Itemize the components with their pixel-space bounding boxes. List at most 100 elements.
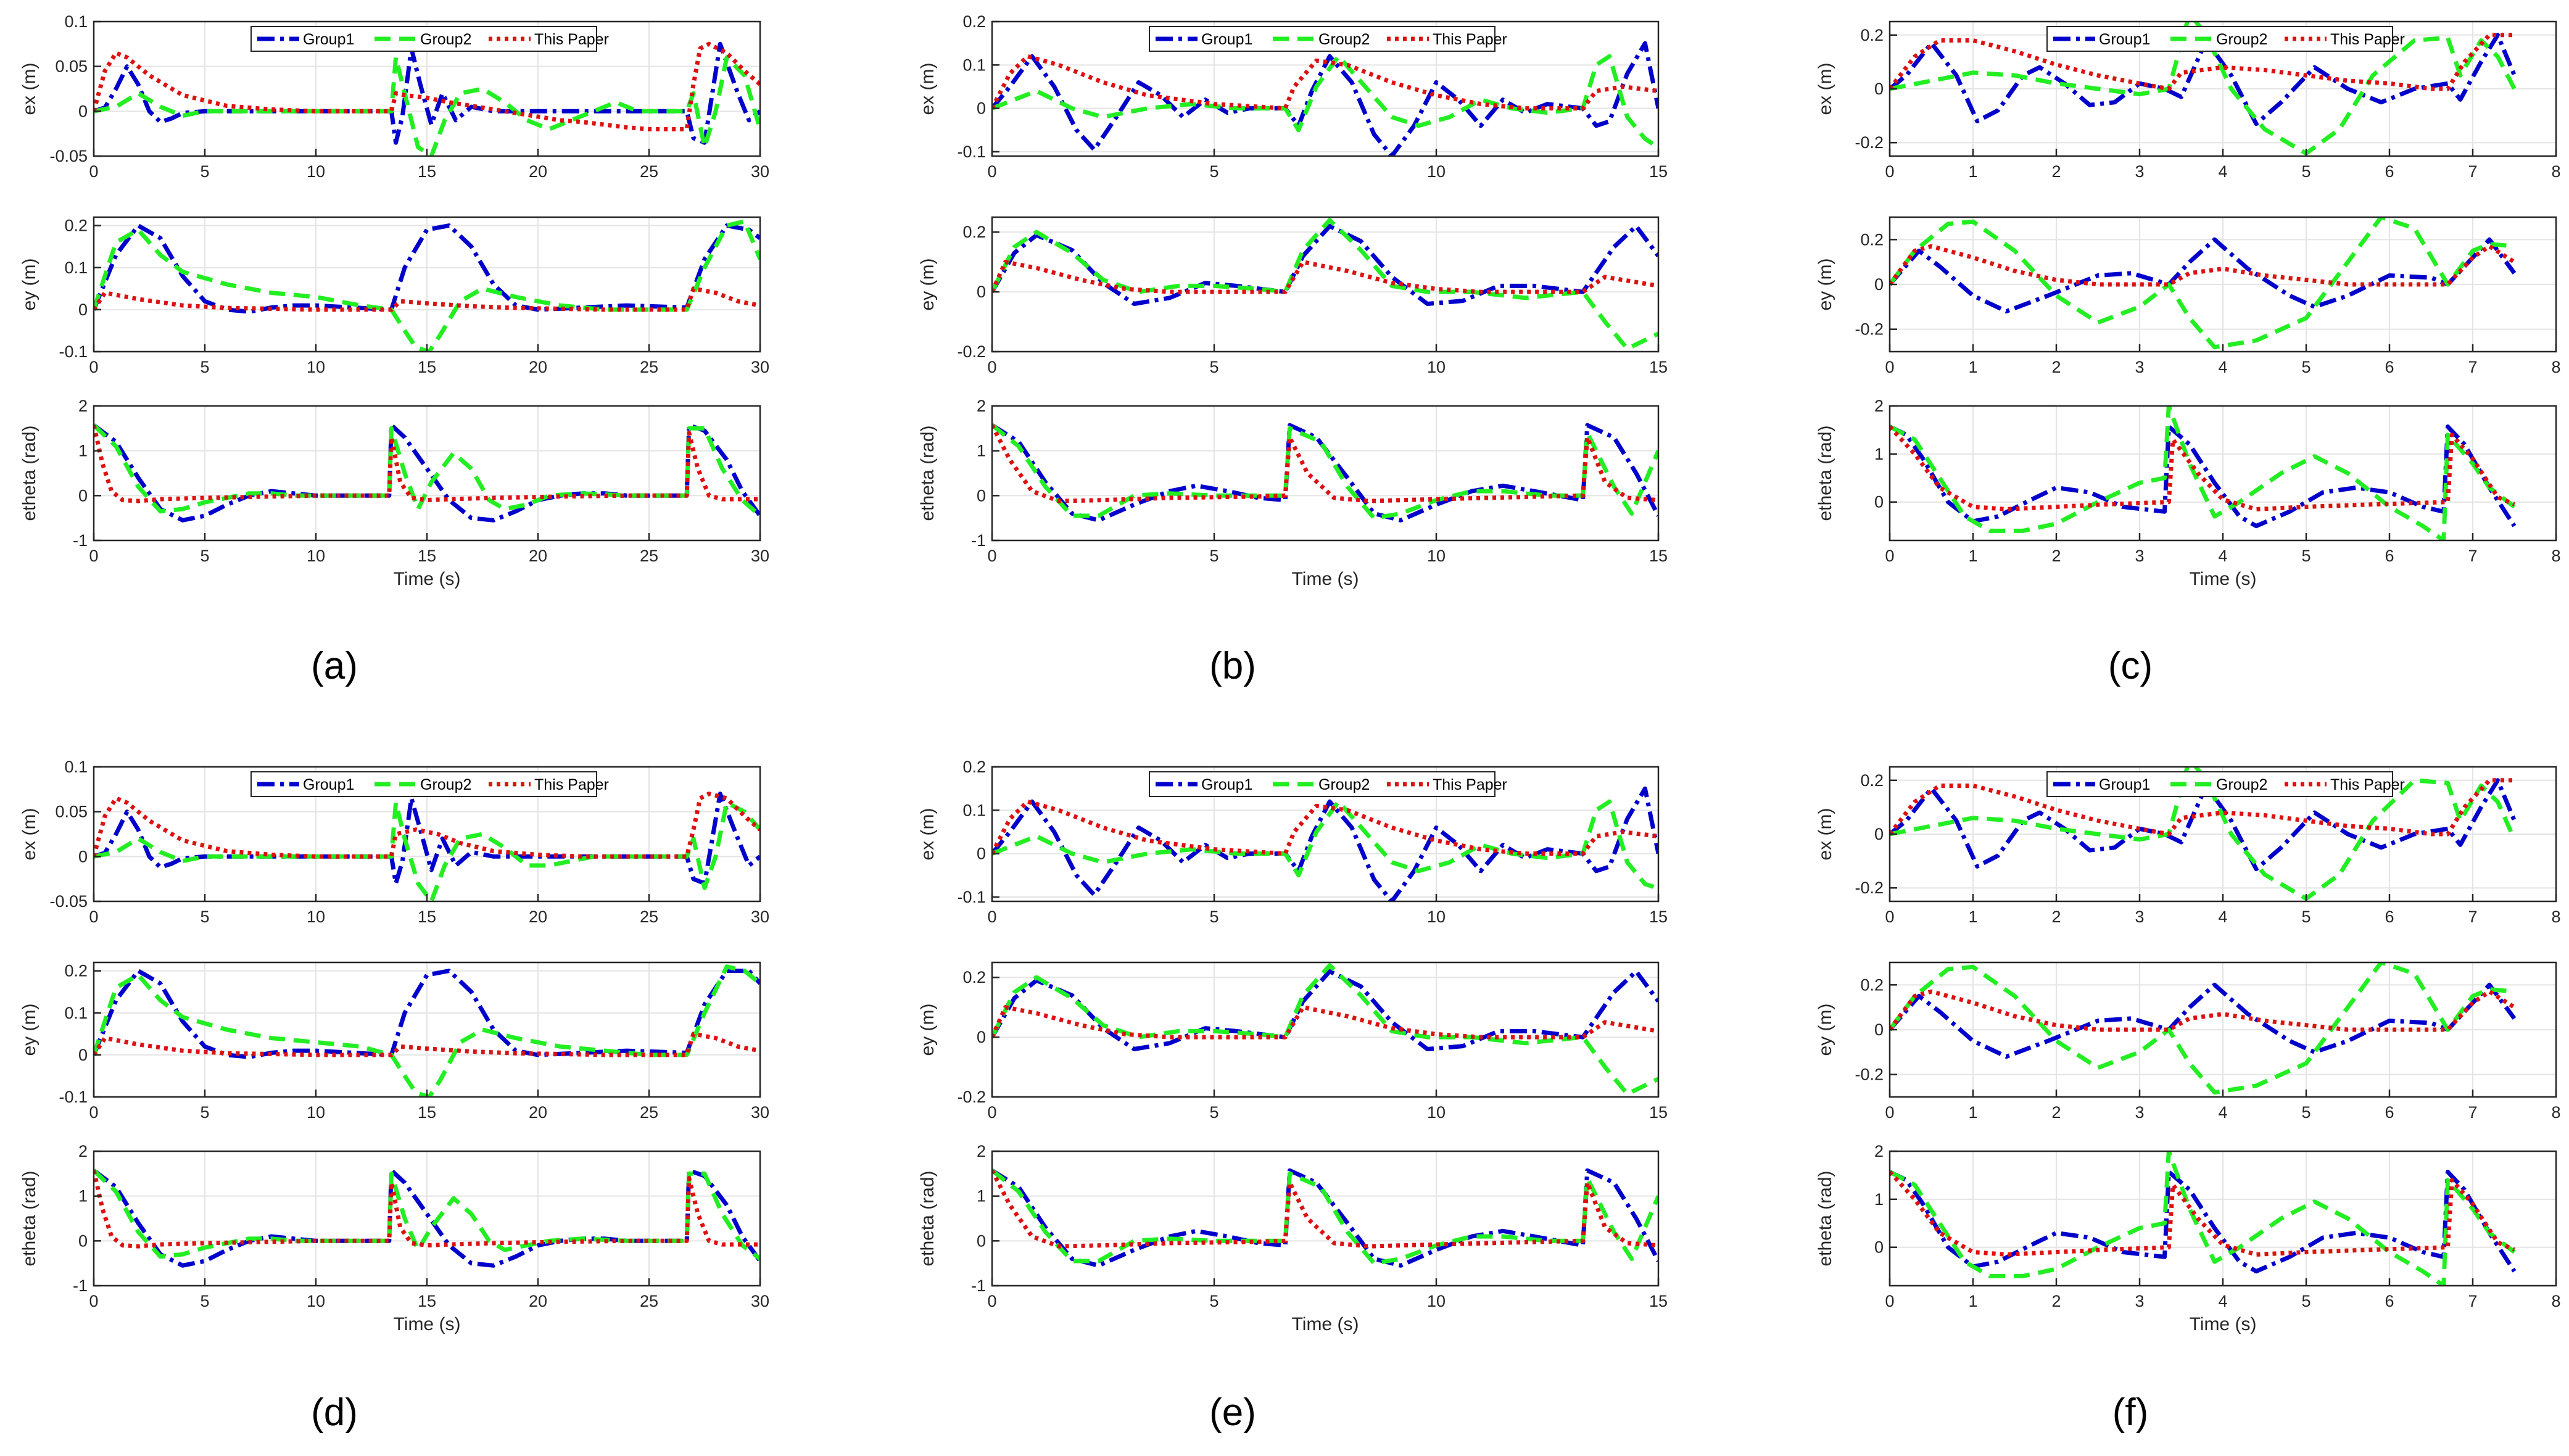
legend-label: Group2: [2216, 776, 2267, 793]
x-tick-label: 0: [1885, 908, 1894, 926]
series-line-group1: [1890, 1170, 2517, 1274]
legend-label: Group1: [303, 31, 354, 48]
y-tick-label: 2: [977, 397, 986, 415]
series-line-group2: [1890, 406, 2516, 540]
x-tick-label: 8: [2551, 162, 2560, 181]
x-tick-label: 7: [2468, 1292, 2477, 1310]
y-tick-label: 0.1: [64, 1004, 88, 1022]
subfigure-c: 0 1 2 3 4 5 6 7 8-0.200.2ex (m)Group1 Group2 This …: [1815, 20, 2561, 687]
y-tick-label: 0.1: [962, 801, 986, 819]
panel-f-et: 0 1 2 3 4 5 6 7 8 0 1 2 etheta (rad) Time (s): [1815, 1142, 2561, 1334]
y-tick-label: 0.2: [1860, 771, 1884, 790]
legend-box: [250, 26, 597, 52]
subfigure-caption: (c): [2108, 645, 2153, 687]
legend-label: Group2: [420, 776, 471, 793]
series-line-group2: [992, 423, 1658, 521]
series-line-this-paper: [1890, 989, 2516, 1032]
y-tick-label: 1: [1874, 1190, 1884, 1209]
x-tick-label: 3: [2135, 908, 2144, 926]
y-axis-label: ey (m): [19, 1004, 39, 1056]
x-tick-label: 6: [2385, 1292, 2394, 1310]
panel-c-et: 0 1 2 3 4 5 6 7 8 0 1 2 etheta (rad) Time (s): [1815, 397, 2561, 589]
y-tick-label: -1: [971, 531, 986, 550]
series-line-this-paper: [94, 792, 760, 859]
y-axis-label: etheta (rad): [19, 425, 39, 521]
x-tick-label: 0: [987, 358, 996, 376]
series-line-group2: [94, 800, 760, 901]
x-tick-label: 15: [1649, 1292, 1668, 1310]
legend-box: [1149, 26, 1495, 52]
series-line-this-paper: [94, 424, 760, 503]
y-axis-label: etheta (rad): [917, 1170, 938, 1266]
series-line-group1: [94, 969, 760, 1059]
x-tick-label: 0: [987, 162, 996, 181]
series-line-group1: [992, 423, 1658, 523]
x-tick-label: 0: [89, 1103, 98, 1122]
legend: Group1 Group2 This Paper: [1149, 26, 1507, 52]
legend-label: Group1: [303, 776, 354, 793]
series-line-this-paper: [1890, 778, 2515, 837]
series-line-group2: [1890, 217, 2515, 350]
x-tick-label: 5: [200, 908, 209, 926]
y-axis-label: etheta (rad): [19, 1170, 39, 1266]
series-line-group1: [1890, 982, 2517, 1059]
x-tick-label: 30: [751, 162, 769, 181]
series-line-group1: [94, 423, 760, 523]
y-tick-label: 0: [977, 283, 986, 301]
x-tick-label: 4: [2218, 547, 2227, 565]
y-axis-label: ey (m): [19, 259, 39, 311]
panel-a-ey: 0 5 10 15 20 25 30-0.100.10.2ey (m): [19, 217, 769, 376]
y-tick-label: 2: [1874, 397, 1884, 415]
panel-b-ex: 0 5 10 15-0.100.10.2ex (m)Group1 Group2 This …: [917, 12, 1668, 181]
series-line-group1: [992, 1168, 1658, 1268]
legend: Group1 Group2 This Paper: [1149, 771, 1507, 797]
series-line-group2: [94, 964, 760, 1097]
x-tick-label: 0: [1885, 1292, 1894, 1310]
x-tick-label: 10: [307, 547, 325, 565]
series-line-group1: [94, 223, 760, 314]
axes-box: [991, 405, 1660, 542]
y-tick-label: 2: [977, 1142, 986, 1160]
axes-box: [991, 766, 1660, 903]
y-tick-label: 0.2: [1860, 975, 1884, 994]
y-tick-label: -1: [73, 531, 88, 550]
legend-label: This Paper: [2330, 31, 2405, 48]
x-tick-label: 5: [2301, 547, 2310, 565]
series-line-this-paper: [992, 799, 1658, 856]
y-axis-label: ex (m): [917, 63, 938, 115]
x-tick-label: 7: [2468, 908, 2477, 926]
y-tick-label: 1: [977, 442, 986, 460]
series-line-group2: [992, 963, 1658, 1096]
x-axis-label: Time (s): [1292, 1314, 1359, 1334]
legend-label: This Paper: [534, 31, 609, 48]
x-tick-label: 5: [200, 547, 209, 565]
x-tick-label: 0: [89, 908, 98, 926]
y-tick-label: 1: [977, 1187, 986, 1206]
x-tick-label: 1: [1968, 1103, 1977, 1122]
y-tick-label: -0.2: [1855, 320, 1884, 339]
y-tick-label: 0: [78, 1231, 88, 1250]
y-tick-label: -0.05: [49, 892, 88, 911]
y-tick-label: 0: [977, 99, 986, 118]
x-tick-label: 8: [2551, 547, 2560, 565]
y-tick-label: -0.2: [1855, 879, 1884, 897]
subfigure-caption: (f): [2112, 1391, 2149, 1434]
x-tick-label: 2: [2051, 162, 2061, 181]
x-tick-label: 6: [2385, 547, 2394, 565]
x-tick-label: 5: [1209, 1103, 1218, 1122]
x-tick-label: 2: [2051, 1103, 2061, 1122]
x-tick-label: 20: [529, 1292, 547, 1310]
x-tick-label: 20: [529, 1103, 547, 1122]
legend-label: This Paper: [534, 776, 609, 793]
x-tick-label: 0: [987, 1103, 996, 1122]
y-axis-label: ex (m): [917, 808, 938, 861]
x-tick-label: 0: [1885, 358, 1894, 376]
x-tick-label: 6: [2385, 1103, 2394, 1122]
x-tick-label: 15: [1649, 162, 1668, 181]
y-tick-label: 0: [78, 102, 88, 120]
panel-e-ex: 0 5 10 15-0.100.10.2ex (m)Group1 Group2 This …: [917, 758, 1668, 926]
